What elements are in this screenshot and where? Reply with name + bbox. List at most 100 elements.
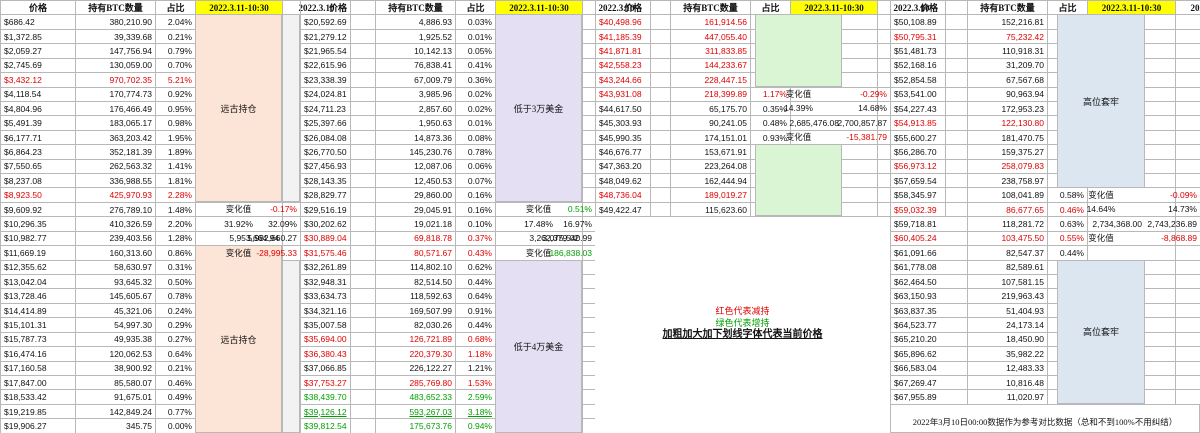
ratio-cell: 3.18% [455, 403, 496, 420]
price-cell: $37,066.85 [300, 360, 376, 376]
group-ancient-holdings-1-text: 远古持仓 [220, 103, 257, 114]
holding-cell: 219,963.43 [967, 288, 1048, 304]
group-ancient-holdings-2-text: 远古持仓 [220, 334, 257, 345]
price-cell: $15,101.31 [0, 317, 76, 333]
ratio-cell: 0.02% [455, 100, 496, 117]
ratio-cell: 0.31% [155, 259, 196, 276]
holding-cell: 120,062.53 [75, 346, 156, 362]
empty-cell [1175, 28, 1200, 45]
change-label: 变化值 [1088, 189, 1114, 200]
header-snapshot-time: 2022.3.11-10:30 [195, 0, 283, 16]
group-below-30k-text: 低于3万美金 [513, 103, 564, 114]
price-cell: $56,286.70 [890, 144, 968, 160]
compare-column-fill [282, 14, 300, 202]
holding-cell: 90,963.94 [967, 86, 1048, 102]
pct-prev: 14.73% [1168, 204, 1197, 215]
price-cell: $52,854.58 [890, 72, 968, 88]
header-price: 价格 [0, 0, 76, 16]
holding-cell: 39,339.68 [75, 28, 156, 45]
holding-cell: 118,592.63 [375, 288, 456, 304]
holding-cell: 80,571.67 [375, 245, 456, 261]
pct-now: 14.39% [784, 103, 813, 114]
holding-cell: 285,769.80 [375, 374, 456, 391]
price-cell: $6,177.71 [0, 129, 76, 146]
empty-cell [1175, 173, 1200, 189]
ratio-cell: 0.07% [455, 173, 496, 189]
group-high-trapped-1-text: 高位套牢 [1082, 96, 1119, 107]
pct-now: 14.64% [1086, 204, 1116, 215]
price-cell: $2,745.69 [0, 57, 76, 74]
holding-cell: 169,507.99 [375, 302, 456, 319]
holding-cell: 82,030.26 [375, 317, 456, 333]
ratio-cell: 0.98% [155, 115, 196, 131]
change-pct: -0.09% [1170, 189, 1197, 200]
price-cell: $14,414.89 [0, 302, 76, 319]
price-cell: $41,185.39 [595, 28, 671, 45]
holding-cell: 35,982.22 [967, 346, 1048, 362]
header-ratio: 占比 [1047, 0, 1088, 16]
ratio-cell: 0.24% [155, 302, 196, 319]
ratio-cell: 1.18% [455, 346, 496, 362]
ratio-cell: 0.79% [155, 43, 196, 59]
price-cell: $21,965.54 [300, 43, 376, 59]
ratio-cell: 1.17% [750, 86, 791, 102]
ratio-cell: 0.94% [455, 418, 496, 433]
header-snapshot-time: 2022.3.11-10:30 [495, 0, 583, 16]
price-cell: $35,007.58 [300, 317, 376, 333]
total-now: 2,685,476.08 [789, 117, 839, 128]
holding-cell: 11,020.97 [967, 389, 1048, 405]
group-ancient-holdings-1: 远古持仓 [195, 14, 282, 202]
empty-cell [1175, 374, 1200, 391]
holding-cell: 189,019.27 [670, 187, 751, 203]
holding-cell: 223,264.08 [670, 158, 751, 175]
ratio-cell: 0.16% [455, 187, 496, 203]
change-label: 变化值 [785, 88, 812, 99]
price-cell: $3,432.12 [0, 72, 76, 88]
mint-fill-bottom [755, 144, 842, 217]
holding-cell: 86,677.65 [967, 201, 1048, 218]
price-cell: $8,237.08 [0, 173, 76, 189]
price-cell: $31,575.46 [300, 245, 376, 261]
holding-cell: 174,151.01 [670, 129, 751, 146]
holding-cell: 93,645.32 [75, 274, 156, 290]
holding-cell: 90,241.05 [670, 115, 751, 131]
ratio-cell: 1.28% [155, 230, 196, 247]
ratio-cell: 2.28% [155, 187, 196, 203]
price-cell: $30,889.04 [300, 230, 376, 247]
header-compare-date: 2022.3.10 [1175, 0, 1200, 16]
holding-cell: 1,925.52 [375, 28, 456, 45]
price-cell: $1,372.85 [0, 28, 76, 45]
change-label-2: 变化值 [525, 247, 552, 258]
change-pct: 0.51% [567, 204, 592, 215]
price-cell: $5,491.39 [0, 115, 76, 131]
holding-cell: 76,838.41 [375, 57, 456, 74]
ratio-cell: 5.21% [155, 72, 196, 88]
change-label-2: 变化值 [225, 247, 252, 258]
holding-cell: 144,233.67 [670, 57, 751, 74]
price-cell: $40,498.96 [595, 14, 671, 30]
holding-cell: 4,886.93 [375, 14, 456, 30]
empty-cell [1175, 86, 1200, 102]
holding-cell: 65,175.70 [670, 100, 751, 117]
holding-cell: 12,450.53 [375, 173, 456, 189]
ratio-cell: 0.37% [455, 230, 496, 247]
holding-cell: 85,580.07 [75, 374, 156, 391]
price-cell: $28,829.77 [300, 187, 376, 203]
price-cell: $45,303.93 [595, 115, 671, 131]
price-cell: $63,837.35 [890, 302, 968, 319]
price-cell: $12,355.62 [0, 259, 76, 276]
price-cell: $23,338.39 [300, 72, 376, 88]
ratio-cell: 0.70% [155, 57, 196, 74]
ratio-cell: 0.29% [155, 317, 196, 333]
empty-cell [1175, 100, 1200, 117]
